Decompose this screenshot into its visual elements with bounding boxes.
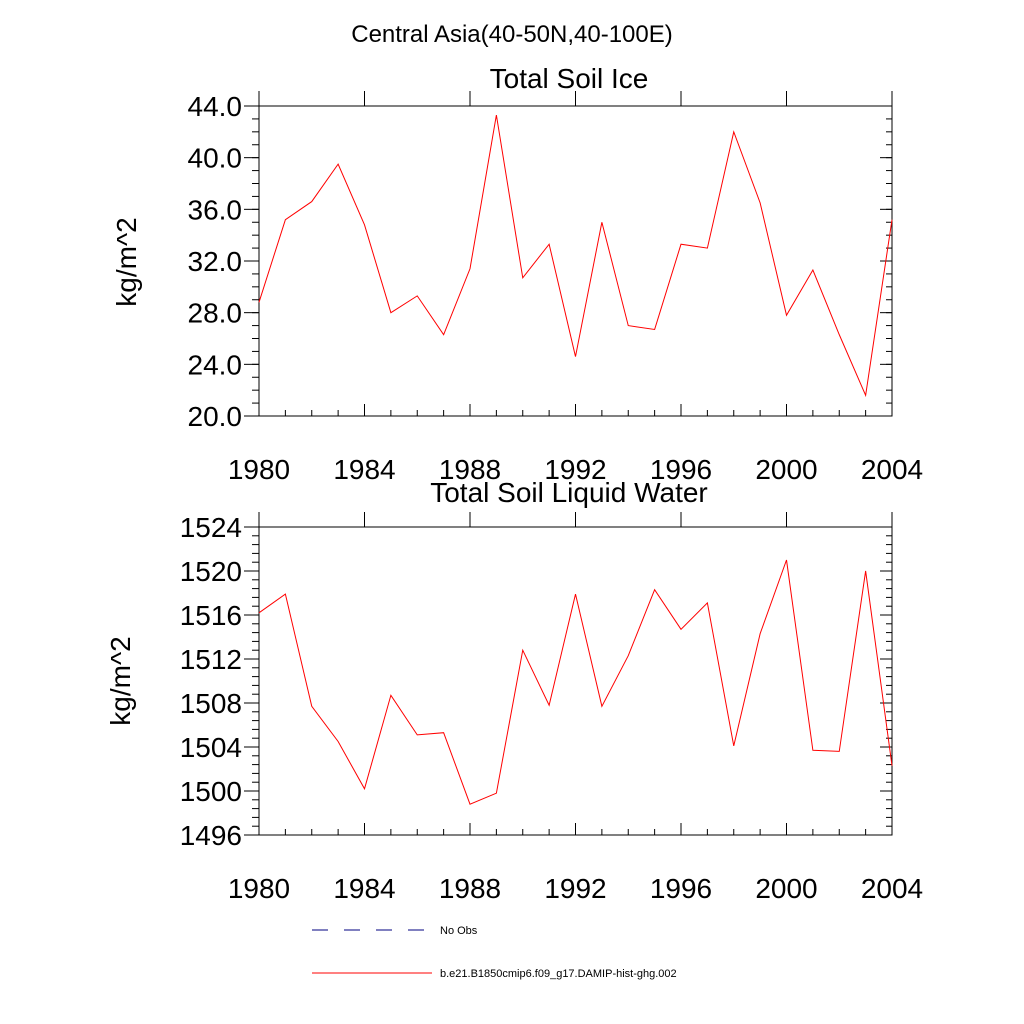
legend-label-no-obs: No Obs	[440, 925, 478, 937]
y-tick-label: 32.0	[188, 246, 243, 277]
panel-title: Total Soil Ice	[490, 63, 649, 94]
y-tick-label: 1500	[180, 776, 242, 807]
y-tick-label: 1516	[180, 600, 242, 631]
x-tick-labels: 1980 1984 1988 1992 1996 2000 2004	[228, 873, 923, 904]
y-tick-label: 40.0	[188, 143, 243, 174]
series-line	[258, 114, 893, 398]
series-lines	[258, 559, 893, 805]
y-tick-label: 1496	[180, 820, 242, 851]
y-tick-label: 44.0	[188, 91, 243, 122]
series-line	[258, 559, 893, 805]
y-axis-label: kg/m^2	[105, 636, 136, 725]
y-tick-labels: 20.0 24.0 28.0 32.0 36.0 40.0 44.0	[188, 91, 243, 432]
plot-frame	[258, 105, 893, 417]
y-tick-label: 24.0	[188, 349, 243, 380]
y-tick-label: 1524	[180, 512, 242, 543]
y-tick-label: 20.0	[188, 401, 243, 432]
x-tick-label: 2004	[861, 873, 923, 904]
y-tick-label: 1508	[180, 688, 242, 719]
x-tick-label: 1988	[439, 873, 501, 904]
panel-total-soil-liquid-water: Total Soil Liquid Water kg/m^2 1980 1984 1…	[105, 477, 923, 904]
x-tick-label: 1992	[544, 873, 606, 904]
x-tick-label: 1992	[544, 454, 606, 485]
x-tick-label: 2004	[861, 454, 923, 485]
y-tick-label: 1520	[180, 556, 242, 587]
x-tick-label: 1980	[228, 873, 290, 904]
y-axis-label: kg/m^2	[111, 217, 142, 306]
y-tick-labels: 1496 1500 1504 1508 1512 1516 1520 1524	[180, 512, 242, 851]
x-tick-label: 1980	[228, 454, 290, 485]
axis-ticks	[244, 512, 893, 836]
axis-ticks	[244, 91, 893, 417]
legend-label-model: b.e21.B1850cmip6.f09_g17.DAMIP-hist-ghg.…	[440, 968, 677, 980]
y-tick-label: 1504	[180, 732, 242, 763]
plot-frame	[258, 526, 893, 836]
y-tick-label: 36.0	[188, 194, 243, 225]
x-tick-labels: 1980 1984 1988 1992 1996 2000 2004	[228, 454, 923, 485]
x-tick-label: 1984	[333, 873, 395, 904]
y-tick-label: 1512	[180, 644, 242, 675]
x-tick-label: 2000	[755, 454, 817, 485]
x-tick-label: 2000	[755, 873, 817, 904]
x-tick-label: 1984	[333, 454, 395, 485]
figure-title: Central Asia(40-50N,40-100E)	[351, 21, 673, 48]
series-lines	[258, 114, 893, 398]
x-tick-label: 1988	[439, 454, 501, 485]
y-tick-label: 28.0	[188, 298, 243, 329]
legend: No Obs b.e21.B1850cmip6.f09_g17.DAMIP-hi…	[312, 925, 677, 980]
panel-title: Total Soil Liquid Water	[430, 477, 708, 508]
x-tick-label: 1996	[650, 873, 712, 904]
panel-total-soil-ice: Total Soil Ice kg/m^2 1980 1984 1988 1992 19…	[111, 63, 923, 485]
x-tick-label: 1996	[650, 454, 712, 485]
